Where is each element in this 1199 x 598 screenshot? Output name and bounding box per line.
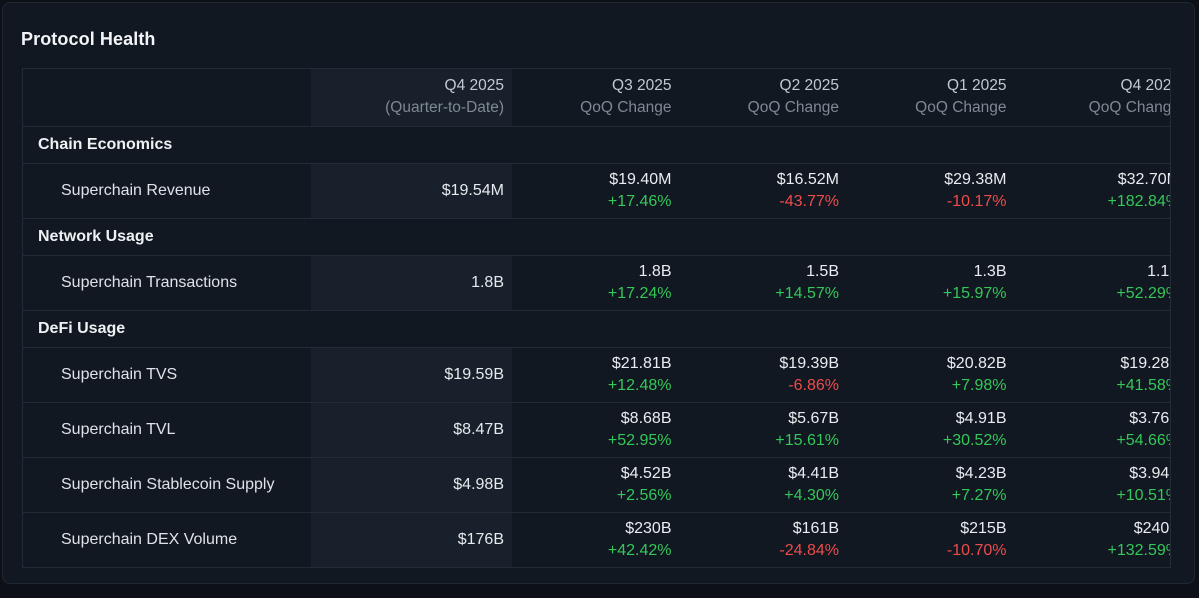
header-col-q4-2025: Q4 2025 (Quarter-to-Date) [311,69,512,126]
row-label: Superchain Stablecoin Supply [23,456,311,512]
quarter-cell: 1.8B +17.24% [512,254,680,310]
card-title: Protocol Health [21,29,156,49]
header-empty-cell [23,69,311,126]
table-row-superchain-transactions: Superchain Transactions 1.8B 1.8B +17.24%… [23,254,1170,310]
quarter-cell: 1.3B +15.97% [847,254,1015,310]
quarter-cell: $230B +42.42% [512,511,680,567]
current-value-cell: $4.98B [311,456,512,512]
protocol-health-card: Protocol Health Q4 2025 (Quarter-to-Date)… [2,2,1195,584]
row-label: Superchain Revenue [23,162,311,218]
section-row-network-usage: Network Usage [23,217,1170,255]
quarter-cell: $19.28B+41.58% [1014,346,1170,402]
row-label: Superchain TVS [23,346,311,402]
metrics-table: Q4 2025 (Quarter-to-Date) Q3 2025 QoQ Chan… [22,68,1171,568]
quarter-cell: $16.52M -43.77% [679,162,847,218]
quarter-cell: $32.70M+182.84% [1014,162,1170,218]
section-title: Network Usage [23,217,1170,255]
quarter-cell: $4.91B +30.52% [847,401,1015,457]
quarter-cell: $161B -24.84% [679,511,847,567]
table-row-superchain-dex-volume: Superchain DEX Volume $176B $230B +42.42%… [23,511,1170,567]
quarter-cell: 1.5B +14.57% [679,254,847,310]
quarter-cell: $29.38M -10.17% [847,162,1015,218]
section-row-defi-usage: DeFi Usage [23,309,1170,347]
quarter-cell: $20.82B +7.98% [847,346,1015,402]
header-col-q2-2025: Q2 2025 QoQ Change [747,77,839,117]
current-value-cell: $176B [311,511,512,567]
section-title: Chain Economics [23,125,1170,163]
table-row-superchain-tvs: Superchain TVS $19.59B $21.81B +12.48% $1… [23,346,1170,402]
quarter-cell: $240B+132.59% [1014,511,1170,567]
quarter-cell: $5.67B +15.61% [679,401,847,457]
quarter-cell: $19.39B -6.86% [679,346,847,402]
quarter-cell: $19.40M +17.46% [512,162,680,218]
current-value-cell: $19.54M [311,162,512,218]
quarter-cell: $4.23B +7.27% [847,456,1015,512]
quarter-cell: 1.1B+52.29% [1014,254,1170,310]
section-title: DeFi Usage [23,309,1170,347]
table-header-row: Q4 2025 (Quarter-to-Date) Q3 2025 QoQ Chan… [23,69,1171,126]
current-value-cell: $19.59B [311,346,512,402]
header-col-q4-2024: Q4 2024QoQ Change [1088,77,1171,117]
quarter-cell: $8.68B +52.95% [512,401,680,457]
quarter-cell: $21.81B +12.48% [512,346,680,402]
header-col-q1-2025: Q1 2025 QoQ Change [915,77,1007,117]
row-label: Superchain DEX Volume [23,511,311,567]
current-value-cell: 1.8B [311,254,512,310]
quarter-cell: $4.52B +2.56% [512,456,680,512]
row-label: Superchain Transactions [23,254,311,310]
table-row-superchain-tvl: Superchain TVL $8.47B $8.68B +52.95% $5.6… [23,401,1170,457]
table-row-superchain-revenue: Superchain Revenue $19.54M $19.40M +17.46… [23,162,1170,218]
quarter-cell: $3.76B+54.66% [1014,401,1170,457]
current-value-cell: $8.47B [311,401,512,457]
section-row-chain-economics: Chain Economics [23,125,1170,163]
quarter-cell: $215B -10.70% [847,511,1015,567]
quarter-cell: $3.94B+10.51% [1014,456,1170,512]
row-label: Superchain TVL [23,401,311,457]
table-row-superchain-stablecoin-supply: Superchain Stablecoin Supply $4.98B $4.5… [23,456,1170,512]
header-col-q3-2025: Q3 2025 QoQ Change [580,77,672,117]
quarter-cell: $4.41B +4.30% [679,456,847,512]
